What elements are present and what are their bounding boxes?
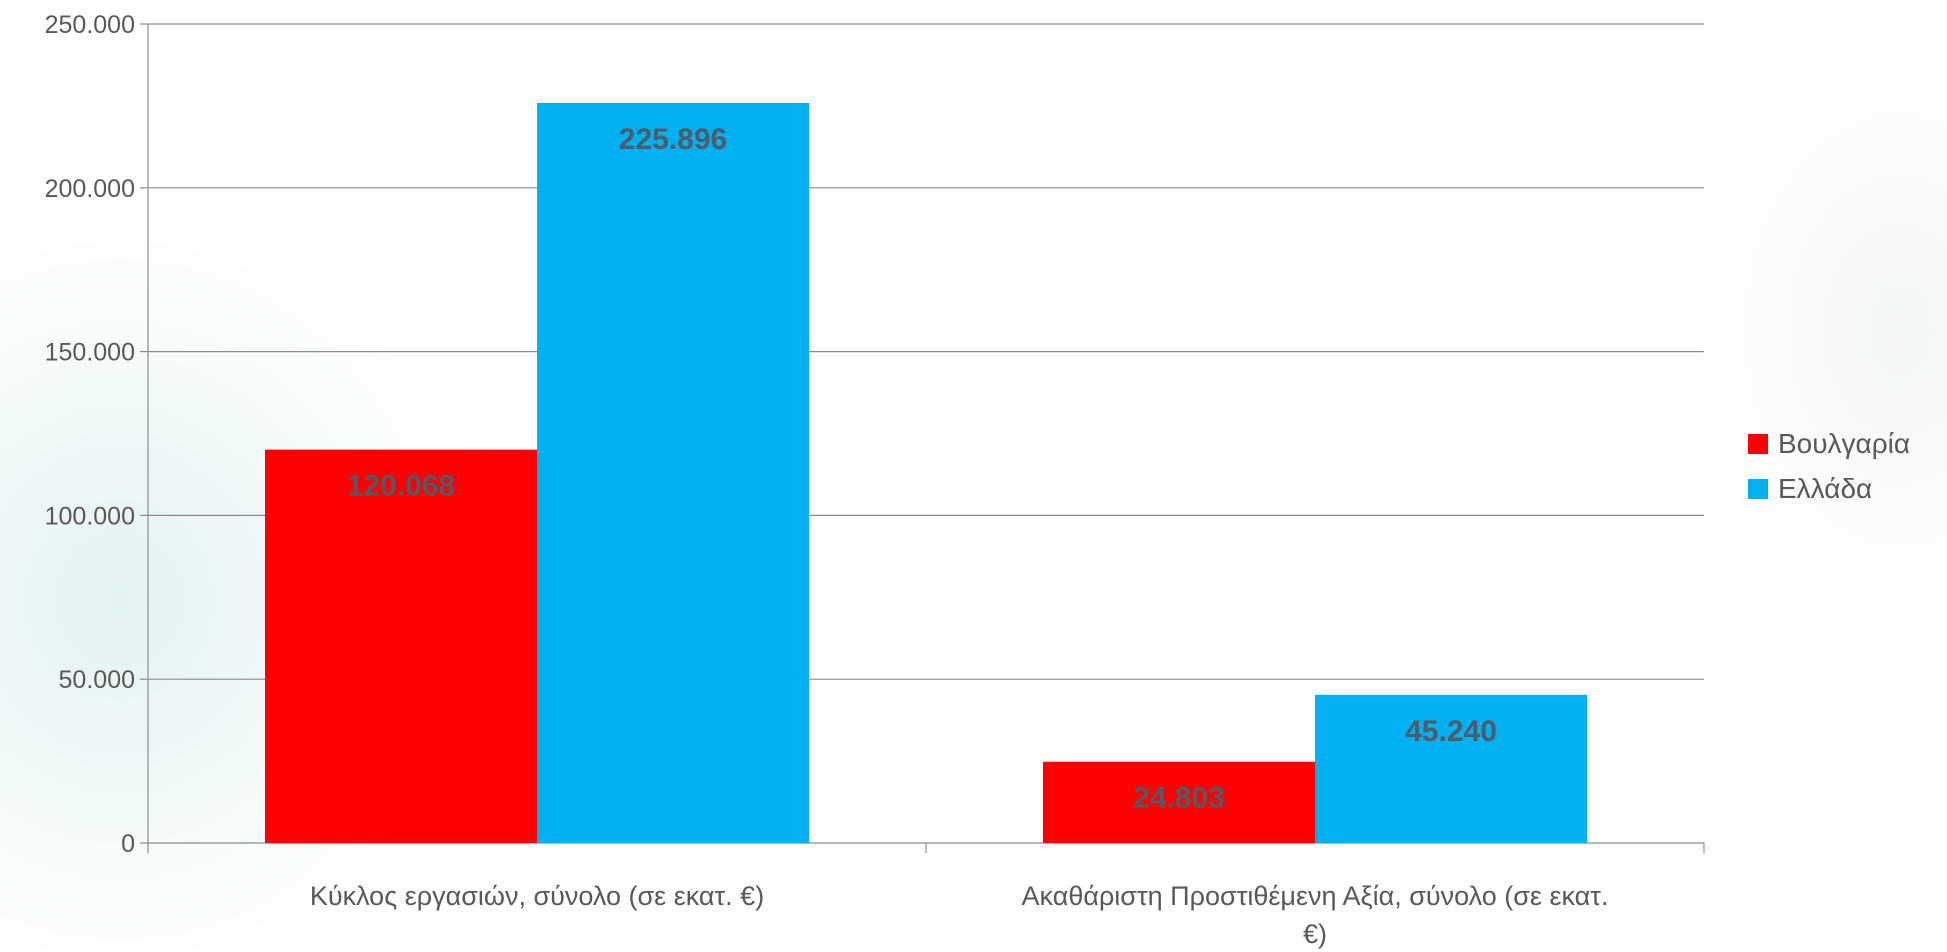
y-tick-label: 100.000	[45, 502, 135, 530]
bar[interactable]	[537, 102, 810, 843]
data-label: 45.240	[1405, 715, 1497, 748]
y-tick-label: 150.000	[45, 339, 135, 367]
y-tick-label: 200.000	[45, 175, 135, 203]
bar[interactable]	[1315, 694, 1588, 843]
data-label: 24.803	[1133, 782, 1225, 815]
bar[interactable]	[1042, 761, 1315, 843]
legend-label: Βουλγαρία	[1778, 428, 1910, 459]
bar[interactable]	[264, 449, 537, 843]
y-tick-label: 250.000	[45, 11, 135, 39]
data-label: 120.068	[347, 470, 455, 503]
x-category-label: Κύκλος εργασιών, σύνολο (σε εκατ. €)	[310, 881, 764, 911]
legend-label: Ελλάδα	[1778, 473, 1872, 504]
legend-swatch	[1748, 479, 1768, 499]
x-category-label: €)	[1303, 919, 1327, 949]
data-label: 225.896	[619, 123, 727, 156]
x-category-label: Ακαθάριστη Προστιθέμενη Αξία, σύνολο (σε…	[1022, 881, 1609, 911]
legend-swatch	[1748, 434, 1768, 454]
y-tick-label: 0	[121, 830, 135, 858]
y-tick-label: 50.000	[59, 666, 135, 694]
